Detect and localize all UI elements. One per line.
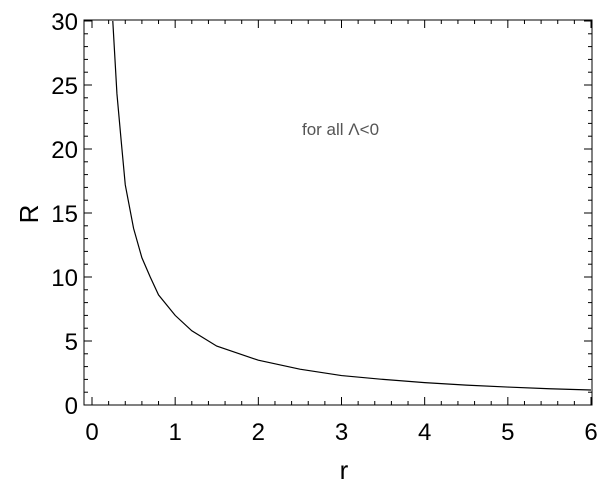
y-tick-label: 0 — [65, 393, 78, 420]
annotation-text: for all Λ<0 — [302, 120, 379, 139]
y-tick-label: 5 — [65, 329, 78, 356]
x-tick-label: 6 — [584, 419, 597, 446]
y-tick-label: 15 — [51, 201, 78, 228]
y-tick-label: 25 — [51, 73, 78, 100]
x-axis-label: r — [340, 455, 349, 485]
x-tick-label: 0 — [85, 419, 98, 446]
y-axis-label: R — [14, 205, 44, 224]
y-tick-labels: 0 5 10 15 20 25 30 — [51, 9, 78, 420]
y-tick-label: 20 — [51, 137, 78, 164]
x-tick-label: 1 — [168, 419, 181, 446]
x-tick-label: 3 — [335, 419, 348, 446]
x-tick-labels: 0 1 2 3 4 5 6 — [85, 419, 597, 446]
tick-marks — [84, 20, 592, 406]
y-tick-label: 30 — [51, 9, 78, 36]
x-tick-label: 5 — [501, 419, 514, 446]
plot-frame — [83, 19, 593, 406]
y-tick-label: 10 — [51, 265, 78, 292]
x-tick-label: 4 — [418, 419, 431, 446]
curve-R-vs-r — [112, 20, 592, 391]
x-tick-label: 2 — [252, 419, 265, 446]
